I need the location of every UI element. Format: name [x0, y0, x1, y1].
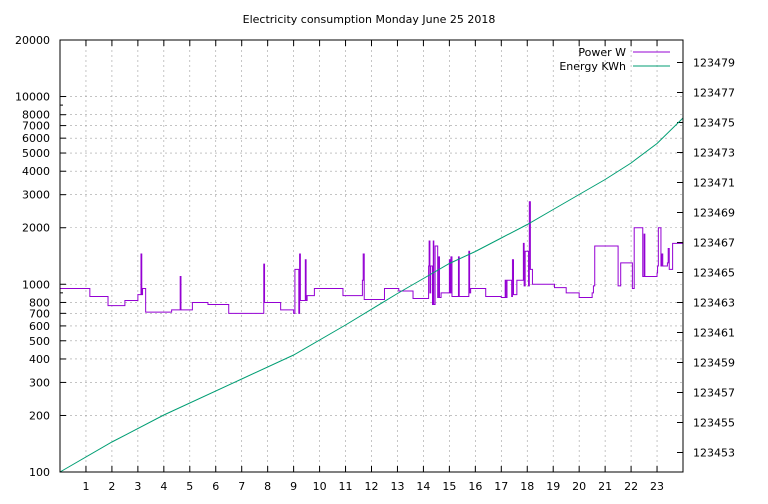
y-tick-label: 6000 [22, 132, 50, 145]
y-tick-label: 20000 [15, 34, 50, 47]
series-line-power-w [60, 201, 683, 314]
y-tick-label: 800 [29, 296, 50, 309]
y-tick-label: 600 [29, 320, 50, 333]
legend-label-power-w: Power W [578, 46, 626, 59]
y2-tick-label: 123461 [693, 327, 735, 340]
y-tick-label: 700 [29, 307, 50, 320]
series-layer [59, 117, 684, 473]
x-tick-label: 7 [238, 480, 245, 493]
y2-tick-label: 123477 [693, 87, 735, 100]
y-tick-label: 3000 [22, 189, 50, 202]
x-tick-label: 1 [82, 480, 89, 493]
x-tick-label: 16 [468, 480, 482, 493]
x-tick-label: 22 [624, 480, 638, 493]
axis-layer: 1 2 3 4 5 6 7 8 9 10 11 12 13 14 15 16 17 18 19 20 21 22 23100… [15, 34, 735, 493]
chart-title: Electricity consumption Monday June 25 2… [243, 13, 496, 26]
y2-tick-label: 123475 [693, 117, 735, 130]
x-tick-label: 9 [290, 480, 297, 493]
grid-layer [60, 40, 683, 472]
y-tick-label: 10000 [15, 91, 50, 104]
y2-tick-label: 123469 [693, 207, 735, 220]
x-tick-label: 13 [390, 480, 404, 493]
legend-label-energy-kwh: Energy KWh [559, 60, 626, 73]
x-tick-label: 18 [520, 480, 534, 493]
y2-tick-label: 123455 [693, 417, 735, 430]
x-tick-label: 17 [494, 480, 508, 493]
x-tick-label: 3 [134, 480, 141, 493]
plot-frame [59, 39, 684, 473]
x-tick-label: 4 [160, 480, 167, 493]
y-tick-label: 400 [29, 353, 50, 366]
series-line-energy-kwh [59, 117, 684, 473]
y2-tick-label: 123473 [693, 147, 735, 160]
x-tick-label: 2 [108, 480, 115, 493]
x-tick-label: 10 [313, 480, 327, 493]
y-tick-label: 4000 [22, 165, 50, 178]
y-tick-label: 8000 [22, 109, 50, 122]
y2-tick-label: 123467 [693, 237, 735, 250]
y2-tick-label: 123459 [693, 357, 735, 370]
x-tick-label: 12 [365, 480, 379, 493]
x-tick-label: 5 [186, 480, 193, 493]
y-tick-label: 5000 [22, 147, 50, 160]
y-tick-label: 2000 [22, 222, 50, 235]
x-tick-label: 15 [442, 480, 456, 493]
y-tick-label: 1000 [22, 278, 50, 291]
y2-tick-label: 123453 [693, 447, 735, 460]
y-tick-label: 200 [29, 409, 50, 422]
x-tick-label: 23 [650, 480, 664, 493]
y-tick-label: 500 [29, 335, 50, 348]
y-tick-label: 100 [29, 466, 50, 479]
x-tick-label: 6 [212, 480, 219, 493]
x-tick-label: 20 [572, 480, 586, 493]
y2-tick-label: 123471 [693, 177, 735, 190]
x-tick-label: 19 [546, 480, 560, 493]
y2-tick-label: 123457 [693, 387, 735, 400]
x-tick-label: 21 [598, 480, 612, 493]
y-tick-label: 7000 [22, 120, 50, 133]
x-tick-label: 14 [416, 480, 430, 493]
x-tick-label: 8 [264, 480, 271, 493]
x-tick-label: 11 [339, 480, 353, 493]
y-tick-label: 300 [29, 376, 50, 389]
y2-tick-label: 123465 [693, 267, 735, 280]
y2-tick-label: 123479 [693, 57, 735, 70]
y2-tick-label: 123463 [693, 297, 735, 310]
